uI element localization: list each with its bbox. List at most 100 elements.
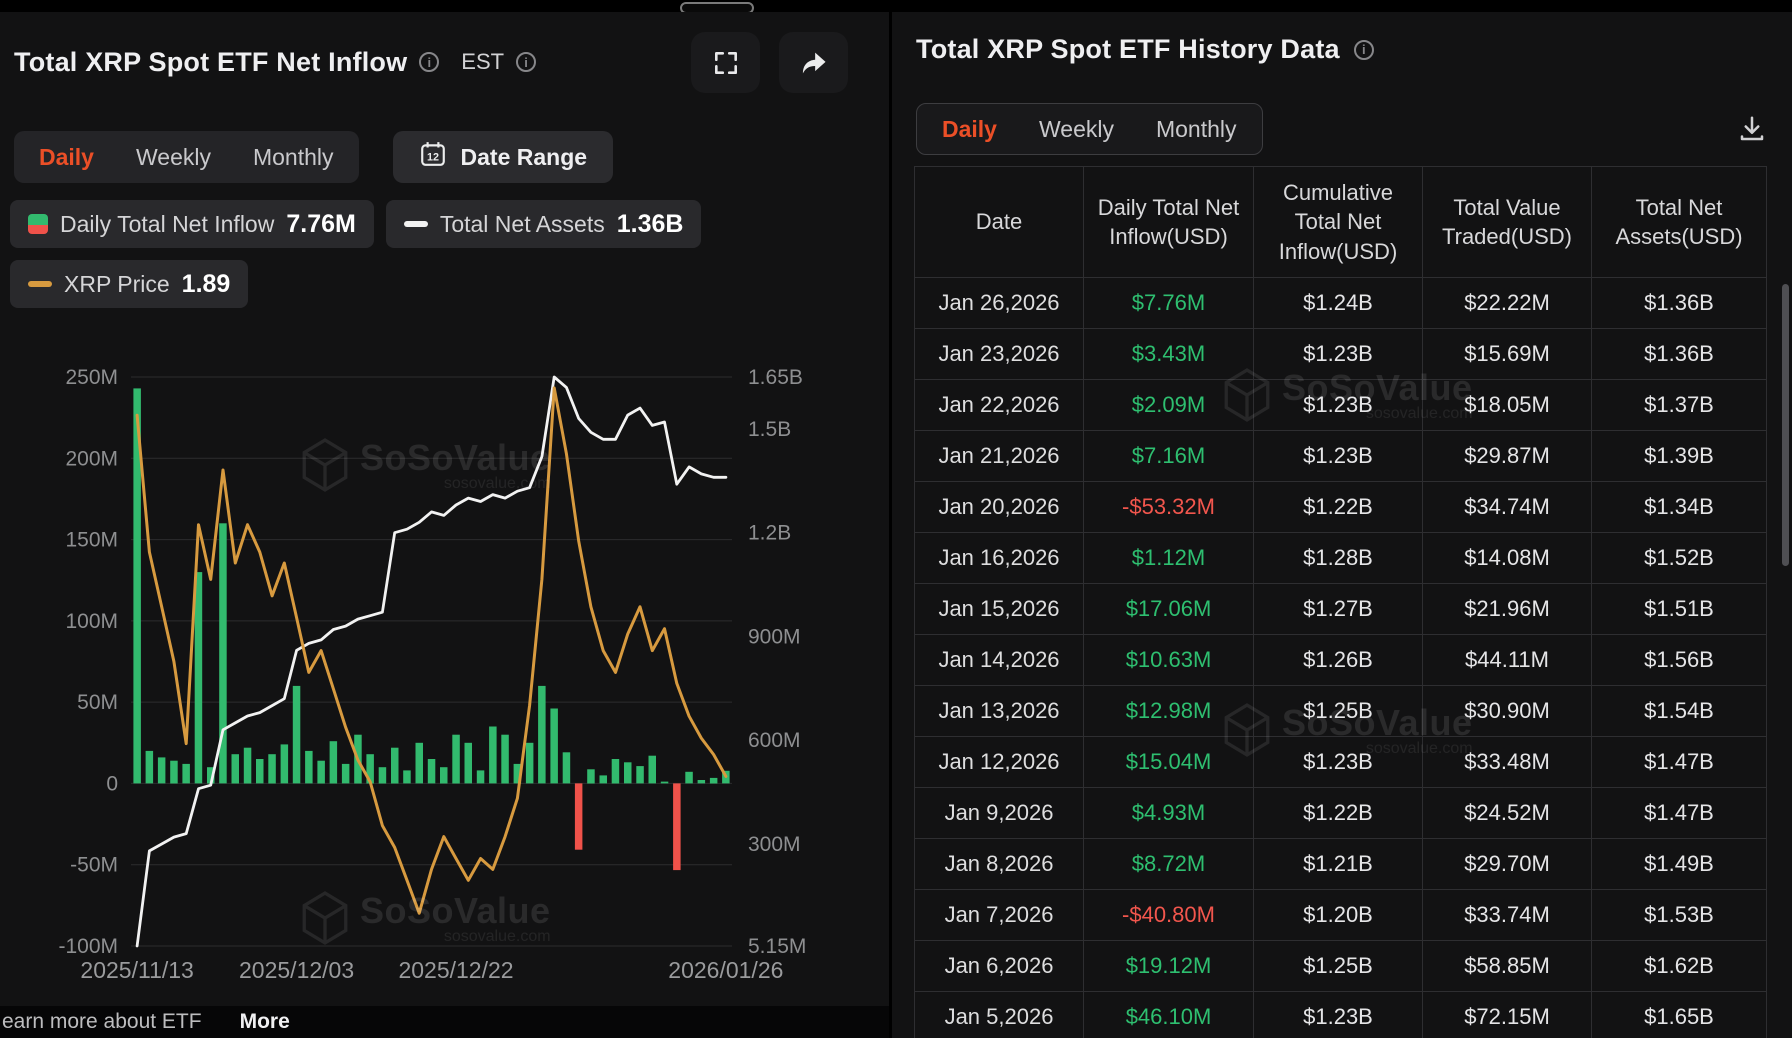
inflow-bar[interactable] bbox=[636, 766, 644, 784]
inflow-bar[interactable] bbox=[440, 767, 448, 784]
table-row: Jan 5,2026 $46.10M $1.23B $72.15M $1.65B bbox=[914, 991, 1767, 1038]
date-cell: Jan 14,2026 bbox=[914, 634, 1084, 686]
inflow-bar[interactable] bbox=[292, 685, 301, 784]
table-tab-daily[interactable]: Daily bbox=[942, 115, 997, 142]
inflow-bar[interactable] bbox=[562, 752, 571, 784]
inflow-bar[interactable] bbox=[648, 755, 657, 784]
watermark-domain: sosovalue.com bbox=[443, 928, 551, 945]
scrollbar-thumb[interactable] bbox=[1782, 284, 1789, 566]
inflow-bar[interactable] bbox=[317, 760, 325, 784]
cumulative-inflow-cell: $1.22B bbox=[1253, 481, 1423, 533]
table-row: Jan 16,2026 $1.12M $1.28B $14.08M $1.52B bbox=[914, 532, 1767, 584]
cumulative-inflow-cell: $1.20B bbox=[1253, 889, 1423, 941]
inflow-bar[interactable] bbox=[599, 775, 608, 784]
inflow-bar[interactable] bbox=[341, 763, 350, 784]
inflow-bar[interactable] bbox=[574, 783, 583, 850]
inflow-bar[interactable] bbox=[427, 759, 436, 784]
inflow-bar[interactable] bbox=[243, 747, 252, 784]
value-traded-cell: $14.08M bbox=[1422, 532, 1592, 584]
inflow-bar[interactable] bbox=[280, 744, 289, 784]
inflow-bar[interactable] bbox=[145, 750, 154, 784]
inflow-bar[interactable] bbox=[476, 770, 485, 784]
inflow-bar[interactable] bbox=[157, 757, 166, 784]
history-data-panel: Total XRP Spot ETF History Data Daily Wee… bbox=[892, 12, 1792, 1038]
cumulative-inflow-cell: $1.27B bbox=[1253, 583, 1423, 635]
fullscreen-button[interactable] bbox=[691, 32, 760, 93]
table-tab-monthly[interactable]: Monthly bbox=[1155, 115, 1237, 142]
share-icon bbox=[799, 49, 829, 77]
inflow-bar[interactable] bbox=[685, 771, 693, 784]
date-range-button[interactable]: 12 Date Range bbox=[392, 131, 614, 183]
inflow-bar[interactable] bbox=[452, 734, 460, 784]
inflow-bar[interactable] bbox=[624, 762, 632, 784]
inflow-bar[interactable] bbox=[366, 754, 374, 784]
inflow-bar[interactable] bbox=[207, 767, 215, 784]
info-icon[interactable] bbox=[1353, 39, 1374, 60]
net-assets-cell: $1.52B bbox=[1591, 532, 1767, 584]
inflow-bar[interactable] bbox=[587, 769, 595, 784]
inflow-bar[interactable] bbox=[525, 742, 534, 784]
cumulative-inflow-cell: $1.24B bbox=[1253, 277, 1423, 329]
inflow-bar[interactable] bbox=[182, 763, 190, 784]
inflow-bar[interactable] bbox=[513, 763, 522, 784]
svg-text:150M: 150M bbox=[65, 529, 118, 552]
daily-inflow-cell: $12.98M bbox=[1083, 685, 1254, 737]
table-row: Jan 12,2026 $15.04M $1.23B $33.48M $1.47B bbox=[914, 736, 1767, 788]
daily-inflow-cell: $3.43M bbox=[1083, 328, 1254, 380]
table-tabs-row: Daily Weekly Monthly bbox=[916, 103, 1263, 155]
legend-total-net-assets[interactable]: Total Net Assets 1.36B bbox=[385, 200, 702, 248]
inflow-bar[interactable] bbox=[501, 734, 509, 784]
inflow-bar[interactable] bbox=[538, 685, 546, 784]
watermark-name: SoSoValue bbox=[360, 890, 551, 931]
table-title: Total XRP Spot ETF History Data bbox=[916, 34, 1340, 64]
legend-xrp-price[interactable]: XRP Price 1.89 bbox=[10, 260, 249, 308]
top-bar bbox=[0, 0, 1792, 14]
inflow-bar[interactable] bbox=[550, 708, 558, 784]
cumulative-inflow-cell: $1.23B bbox=[1253, 991, 1423, 1038]
chart-tab-daily[interactable]: Daily bbox=[39, 143, 94, 170]
inflow-bar[interactable] bbox=[660, 781, 669, 784]
inflow-bar[interactable] bbox=[354, 734, 362, 784]
timezone-label: EST bbox=[461, 49, 505, 74]
info-icon[interactable] bbox=[516, 52, 537, 72]
legend-daily-total-net-inflow[interactable]: Daily Total Net Inflow 7.76M bbox=[10, 200, 374, 248]
chart-period-tabs: Daily Weekly Monthly bbox=[14, 131, 359, 183]
inflow-bar[interactable] bbox=[329, 741, 338, 784]
sosovalue-logo-icon bbox=[302, 891, 348, 945]
inflow-bar[interactable] bbox=[464, 742, 473, 784]
svg-text:5.15M: 5.15M bbox=[748, 935, 806, 958]
svg-text:0: 0 bbox=[106, 772, 118, 795]
inflow-bar[interactable] bbox=[219, 523, 227, 784]
inflow-bar[interactable] bbox=[489, 726, 497, 784]
inflow-bar[interactable] bbox=[268, 754, 276, 784]
value-traded-cell: $44.11M bbox=[1422, 634, 1592, 686]
inflow-bar[interactable] bbox=[133, 388, 141, 784]
inflow-bar[interactable] bbox=[415, 742, 424, 784]
inflow-bar[interactable] bbox=[305, 750, 313, 784]
download-button[interactable] bbox=[1730, 109, 1774, 153]
inflow-bar[interactable] bbox=[194, 572, 203, 784]
inflow-bar[interactable] bbox=[170, 760, 178, 784]
table-tab-weekly[interactable]: Weekly bbox=[1038, 115, 1114, 142]
inflow-bar[interactable] bbox=[391, 747, 399, 784]
footer-more-link[interactable]: More bbox=[239, 1010, 290, 1033]
svg-text:2025/12/22: 2025/12/22 bbox=[398, 957, 513, 983]
net-assets-cell: $1.34B bbox=[1591, 481, 1767, 533]
inflow-bar[interactable] bbox=[231, 754, 240, 784]
chart-tab-monthly[interactable]: Monthly bbox=[252, 143, 334, 170]
info-icon[interactable] bbox=[419, 52, 440, 72]
inflow-bar[interactable] bbox=[709, 777, 718, 784]
inflow-bar[interactable] bbox=[378, 767, 387, 784]
inflow-bar[interactable] bbox=[403, 770, 411, 784]
legend-value: 1.36B bbox=[616, 209, 684, 238]
inflow-bar[interactable] bbox=[611, 759, 620, 784]
chart-title: Total XRP Spot ETF Net Inflow bbox=[14, 46, 408, 77]
share-button[interactable] bbox=[779, 32, 848, 93]
chart-tab-weekly[interactable]: Weekly bbox=[135, 143, 211, 170]
value-traded-cell: $72.15M bbox=[1422, 991, 1592, 1038]
inflow-bar[interactable] bbox=[722, 770, 730, 784]
inflow-bar[interactable] bbox=[697, 780, 706, 784]
inflow-bar[interactable] bbox=[673, 783, 681, 871]
inflow-bar[interactable] bbox=[256, 759, 264, 784]
